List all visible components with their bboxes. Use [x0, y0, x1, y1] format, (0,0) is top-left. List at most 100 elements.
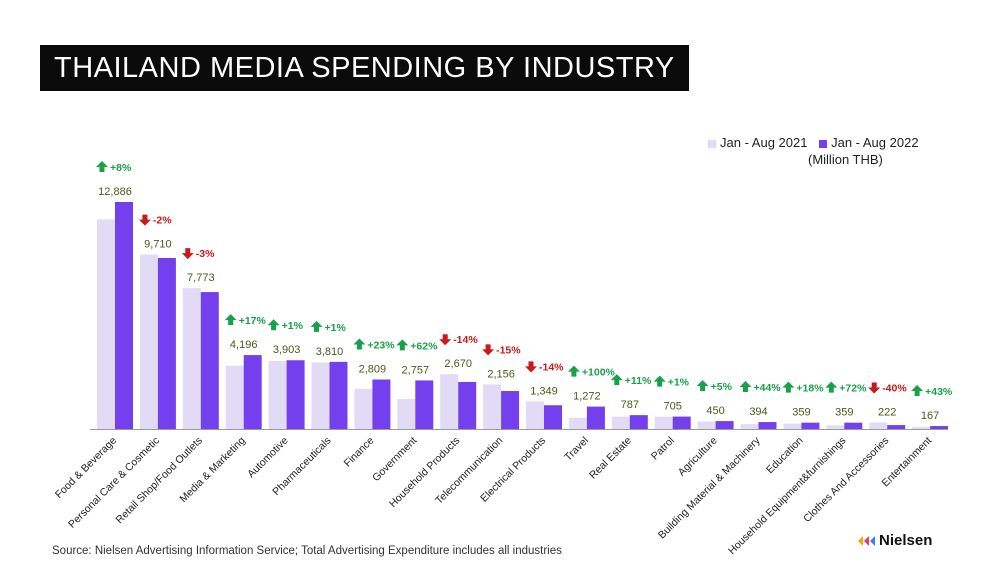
unit-label: (Million THB) — [808, 152, 883, 167]
value-label: 450 — [706, 405, 724, 417]
category-label: Retail Shop/Food Outlets — [113, 435, 204, 526]
change-label: -14% — [539, 361, 564, 373]
bar-2022 — [200, 292, 219, 429]
legend-label-2021: Jan - Aug 2021 — [720, 135, 808, 150]
bar-2021 — [139, 254, 158, 429]
change-label: -40% — [882, 382, 907, 394]
down-arrow-icon — [482, 344, 495, 356]
legend-label-2022: Jan - Aug 2022 — [831, 135, 919, 150]
value-label: 2,156 — [487, 368, 515, 380]
category-label: Real Estate — [587, 435, 634, 482]
category-label: Clothes And Accessories — [801, 435, 891, 525]
logo-text: Nielsen — [879, 532, 933, 549]
bar-2021 — [397, 399, 416, 429]
bar-2021 — [483, 384, 502, 429]
bar-2022 — [329, 361, 348, 429]
bar-2022 — [801, 422, 820, 429]
bar-2022 — [844, 422, 863, 429]
down-arrow-icon — [868, 382, 881, 394]
change-label: +1% — [282, 320, 304, 332]
bar-2022 — [758, 422, 777, 429]
bar-2022 — [715, 421, 734, 429]
category-label: Agriculture — [676, 435, 720, 479]
bar-2021 — [783, 423, 802, 429]
down-arrow-icon — [181, 248, 194, 260]
legend-swatch-2021 — [708, 139, 716, 148]
value-label: 3,810 — [316, 346, 344, 358]
bar-2021 — [654, 416, 673, 429]
up-arrow-icon — [567, 365, 580, 377]
up-arrow-icon — [739, 381, 752, 393]
change-label: +62% — [410, 340, 438, 352]
change-label: +8% — [110, 162, 132, 174]
bar-2022 — [372, 379, 391, 429]
bar-2022 — [887, 425, 906, 429]
change-label: +11% — [625, 375, 652, 387]
up-arrow-icon — [224, 314, 237, 326]
down-arrow-icon — [138, 214, 151, 226]
value-label: 12,886 — [98, 186, 132, 198]
up-arrow-icon — [911, 385, 924, 397]
bar-2022 — [286, 360, 305, 429]
value-label: 359 — [835, 407, 853, 419]
bar-2022 — [930, 426, 949, 429]
value-label: 4,196 — [230, 339, 258, 351]
category-label: Automotive — [245, 435, 291, 481]
bar-2022 — [672, 416, 691, 429]
up-arrow-icon — [267, 319, 280, 331]
change-label: +72% — [839, 383, 867, 395]
legend-item-2022: Jan - Aug 2022 — [819, 135, 919, 150]
value-label: 1,272 — [573, 391, 601, 403]
category-label: Patrol — [649, 435, 677, 463]
change-label: +100% — [582, 367, 616, 379]
bar-2022 — [629, 415, 648, 429]
up-arrow-icon — [696, 380, 709, 392]
value-label: 359 — [792, 407, 810, 419]
legend-swatch-2022 — [819, 139, 828, 148]
up-arrow-icon — [782, 381, 795, 393]
bar-2021 — [869, 422, 888, 429]
bar-2021 — [354, 388, 373, 429]
bar-2022 — [544, 405, 562, 429]
bar-2022 — [586, 406, 605, 429]
value-label: 167 — [921, 410, 939, 422]
bar-2021 — [697, 421, 716, 429]
change-label: +18% — [796, 383, 824, 395]
value-label: 394 — [749, 406, 767, 418]
bar-2021 — [182, 288, 201, 429]
up-arrow-icon — [396, 339, 409, 351]
change-label: -14% — [453, 334, 478, 346]
value-label: 787 — [621, 399, 639, 411]
bar-2022 — [115, 202, 133, 429]
value-label: 705 — [664, 401, 682, 413]
change-label: +5% — [711, 381, 733, 393]
value-label: 222 — [878, 406, 896, 418]
chart-title: THAILAND MEDIA SPENDING BY INDUSTRY — [40, 45, 689, 91]
bar-2022 — [243, 355, 262, 429]
value-label: 9,710 — [144, 239, 172, 251]
change-label: +44% — [754, 382, 782, 394]
value-label: 3,903 — [273, 344, 301, 356]
change-label: -2% — [153, 215, 172, 227]
bar-2021 — [611, 416, 630, 429]
bar-2021 — [740, 424, 759, 429]
bar-2022 — [501, 391, 520, 429]
change-label: +23% — [367, 340, 395, 352]
change-label: +1% — [668, 377, 690, 389]
nielsen-logo: Nielsen — [858, 532, 932, 549]
category-label: Travel — [562, 435, 591, 464]
down-arrow-icon — [439, 334, 452, 346]
bar-2021 — [440, 374, 459, 429]
value-label: 7,773 — [187, 272, 215, 284]
category-label: Education — [764, 435, 806, 477]
nielsen-logo-icon — [858, 536, 875, 547]
bar-2022 — [157, 257, 176, 429]
bar-2021 — [268, 361, 287, 429]
legend: Jan - Aug 2021 Jan - Aug 2022 (Million T… — [708, 135, 927, 167]
bar-2022 — [415, 380, 434, 429]
bar-2021 — [526, 401, 544, 429]
up-arrow-icon — [96, 161, 108, 172]
bar-2021 — [97, 219, 115, 429]
value-label: 2,809 — [359, 364, 387, 376]
